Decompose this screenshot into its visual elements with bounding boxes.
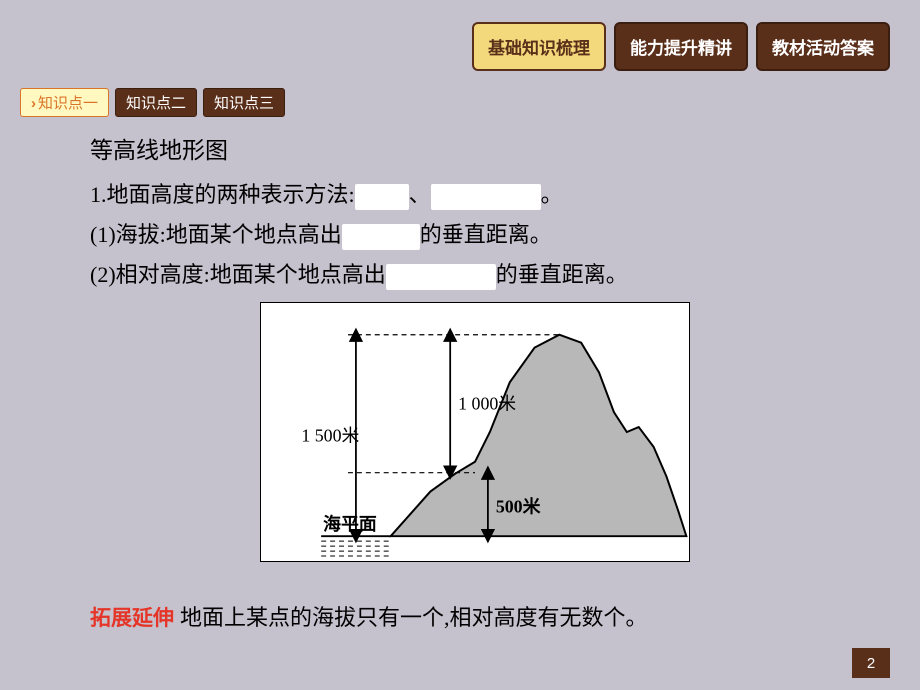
text-line-3: (2)相对高度:地面某个地点高出 的垂直距离。: [90, 255, 860, 295]
line2-prefix: (1)海拔:地面某个地点高出: [90, 222, 342, 247]
extension-label: 拓展延伸: [90, 607, 174, 630]
line3-prefix: (2)相对高度:地面某个地点高出: [90, 262, 386, 287]
svg-text:500米: 500米: [496, 496, 541, 517]
tab-textbook-answers[interactable]: 教材活动答案: [756, 22, 890, 71]
blank-1a: [355, 184, 409, 210]
chevron-right-icon: ›: [31, 95, 36, 112]
line3-suffix: 的垂直距离。: [496, 262, 628, 287]
svg-text:1 000米: 1 000米: [458, 394, 516, 414]
tab-ability-improve[interactable]: 能力提升精讲: [614, 22, 748, 71]
top-tab-bar: 基础知识梳理 能力提升精讲 教材活动答案: [472, 22, 890, 71]
line1-sep: 、: [409, 182, 431, 207]
text-line-1: 1.地面高度的两种表示方法: 、 。: [90, 175, 860, 215]
blank-1b: [431, 184, 541, 210]
subtab-point-1[interactable]: ›知识点一: [20, 88, 109, 117]
section-title: 等高线地形图: [90, 130, 860, 171]
blank-2: [342, 224, 420, 250]
page-number: 2: [852, 648, 890, 678]
sub-tab-bar: ›知识点一 知识点二 知识点三: [20, 88, 285, 117]
line2-suffix: 的垂直距离。: [420, 222, 552, 247]
tab-basic-knowledge[interactable]: 基础知识梳理: [472, 22, 606, 71]
subtab-point-3[interactable]: 知识点三: [203, 88, 285, 117]
elevation-diagram: 1 500米 1 000米 500米海平面: [260, 302, 690, 562]
line1-suffix: 。: [541, 182, 563, 207]
subtab-label: 知识点一: [38, 95, 98, 112]
text-line-2: (1)海拔:地面某个地点高出 的垂直距离。: [90, 215, 860, 255]
content-area: 等高线地形图 1.地面高度的两种表示方法:、。 (1)海拔:地面某个地点高出的垂…: [90, 130, 860, 575]
svg-text:海平面: 海平面: [323, 513, 377, 534]
diagram-container: 1 500米 1 000米 500米海平面: [90, 302, 860, 575]
svg-text:1 500米: 1 500米: [301, 426, 359, 446]
extension-line: 拓展延伸地面上某点的海拔只有一个,相对高度有无数个。: [90, 600, 648, 632]
blank-3: [386, 264, 496, 290]
line1-prefix: 1.地面高度的两种表示方法:: [90, 182, 355, 207]
extension-text: 地面上某点的海拔只有一个,相对高度有无数个。: [180, 605, 648, 630]
subtab-point-2[interactable]: 知识点二: [115, 88, 197, 117]
